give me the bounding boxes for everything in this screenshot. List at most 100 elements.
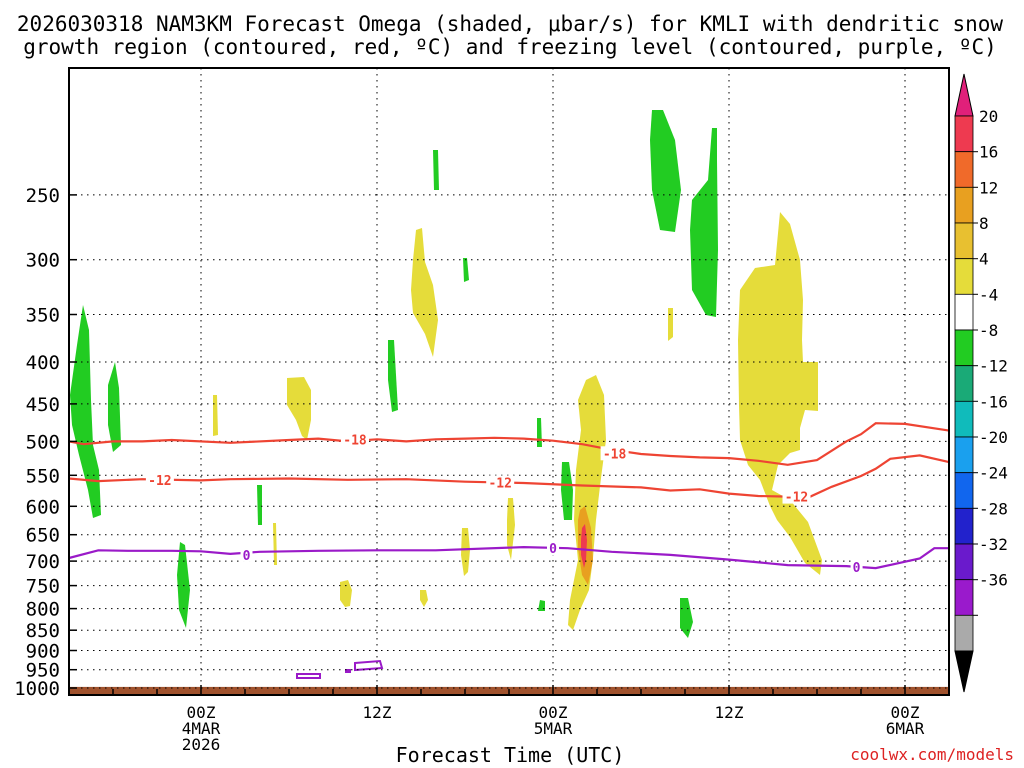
colorbar-label: -8 [979,321,998,340]
colorbar: 20 16 12 8 4 -4 -8 -12 -16 -20 -24 -28 -32 -36 [954,73,1008,693]
colorbar-swatch [954,614,974,652]
credit-text: coolwx.com/models [850,745,1014,764]
y-tick-label: 650 [26,525,60,547]
colorbar-top-arrow [954,73,974,117]
x-tick-label: 4MAR [182,719,221,738]
colorbar-swatch [954,507,974,545]
omega-shaded-region [561,462,573,520]
colorbar-swatch [954,436,974,474]
contour-label-background [145,472,174,487]
colorbar-label: 12 [979,178,998,197]
contour-label: -18 [343,433,367,448]
omega-shaded-region [507,498,515,560]
y-tick-label: 500 [26,431,60,453]
contour-label: 0 [549,542,557,557]
colorbar-swatch [954,543,974,581]
contour-label: -12 [148,474,171,489]
omega-shaded-region [273,523,277,565]
contour-label-background [600,446,629,461]
colorbar-label: -16 [979,392,1008,411]
omega-shaded-region [538,600,545,611]
contour-label: -18 [603,447,627,462]
omega-shaded-region [537,418,542,447]
omega-shaded-region [108,362,121,452]
contour-label: -12 [785,491,808,506]
contour-label-background [850,560,863,575]
omega-shaded-region [340,580,352,607]
contour-label-background [240,547,253,562]
isotherm-line [68,545,949,570]
omega-shaded-region [213,395,218,436]
omega-shaded-region [287,377,311,440]
colorbar-label: -28 [979,499,1008,518]
omega-shaded-region [690,128,718,317]
omega-shaded-region [420,590,428,607]
colorbar-swatch [954,365,974,402]
colorbar-label: 8 [979,214,989,233]
contour-label-background [341,432,369,447]
colorbar-swatch [954,222,974,260]
omega-shaded-region [680,598,693,638]
contour-label-background [486,475,515,490]
freezing-level-fragment [345,669,351,673]
y-tick-label: 600 [26,496,60,518]
y-tick-label: 950 [26,660,60,682]
x-tick-label: 5MAR [534,719,573,738]
colorbar-label: 16 [979,143,998,162]
x-tick-label: 6MAR [886,719,925,738]
colorbar-label: -36 [979,571,1008,590]
y-axis: 2503003504004505005506006507007508008509… [14,185,77,700]
colorbar-swatch [954,329,974,367]
colorbar-label: -12 [979,357,1008,376]
colorbar-label: -32 [979,535,1008,554]
contour-label: 0 [853,561,861,576]
omega-shaded-region [568,375,606,630]
isotherm-contours: -18 -18 -12 -12 -12 0 0 0 [68,422,950,576]
omega-shaded-region [461,528,470,576]
omega-shaded-region [668,308,673,341]
freezing-level-fragment [354,659,384,672]
omega-shaded-region [463,258,469,282]
colorbar-bottom-arrow [954,650,974,693]
y-tick-label: 700 [26,551,60,573]
isotherm-line [68,454,950,502]
chart-title-line-1: 2026030318 NAM3KM Forecast Omega (shaded… [17,12,1004,36]
colorbar-swatch [954,186,974,224]
x-tick-label: 12Z [715,703,744,722]
colorbar-swatch [954,115,974,153]
x-tick-label: 12Z [363,703,392,722]
x-axis-label: Forecast Time (UTC) [396,743,625,767]
colorbar-label: -24 [979,464,1008,483]
y-tick-label: 300 [26,250,60,272]
y-tick-label: 250 [26,185,60,207]
chart-title-line-2: growth region (contoured, red, ºC) and f… [23,35,997,59]
omega-shaded-region [70,305,101,518]
colorbar-swatch [954,258,974,295]
y-tick-label: 450 [26,394,60,416]
omega-shaded-region [650,110,681,232]
omega-shaded-region [388,340,398,412]
colorbar-swatch [954,400,974,438]
x-tick-label: 00Z [891,703,920,722]
y-tick-label: 900 [26,641,60,663]
omega-shaded-region [433,150,439,190]
gridlines [69,68,949,695]
y-tick-label: 350 [26,305,60,327]
y-tick-label: 750 [26,576,60,598]
contour-label: 0 [243,549,251,564]
colorbar-swatch [954,151,974,188]
colorbar-label: 20 [979,107,998,126]
omega-shaded-region [257,485,262,525]
colorbar-label: -4 [979,285,998,304]
colorbar-swatch [954,293,974,331]
contour-label: -12 [488,476,511,491]
y-tick-label: 400 [26,352,60,374]
colorbar-label: -20 [979,428,1008,447]
omega-shaded-region [738,212,822,575]
y-tick-label: 550 [26,465,60,487]
colorbar-label: 4 [979,250,989,269]
freezing-level-fragment [296,673,321,679]
contour-label-background [547,541,559,556]
